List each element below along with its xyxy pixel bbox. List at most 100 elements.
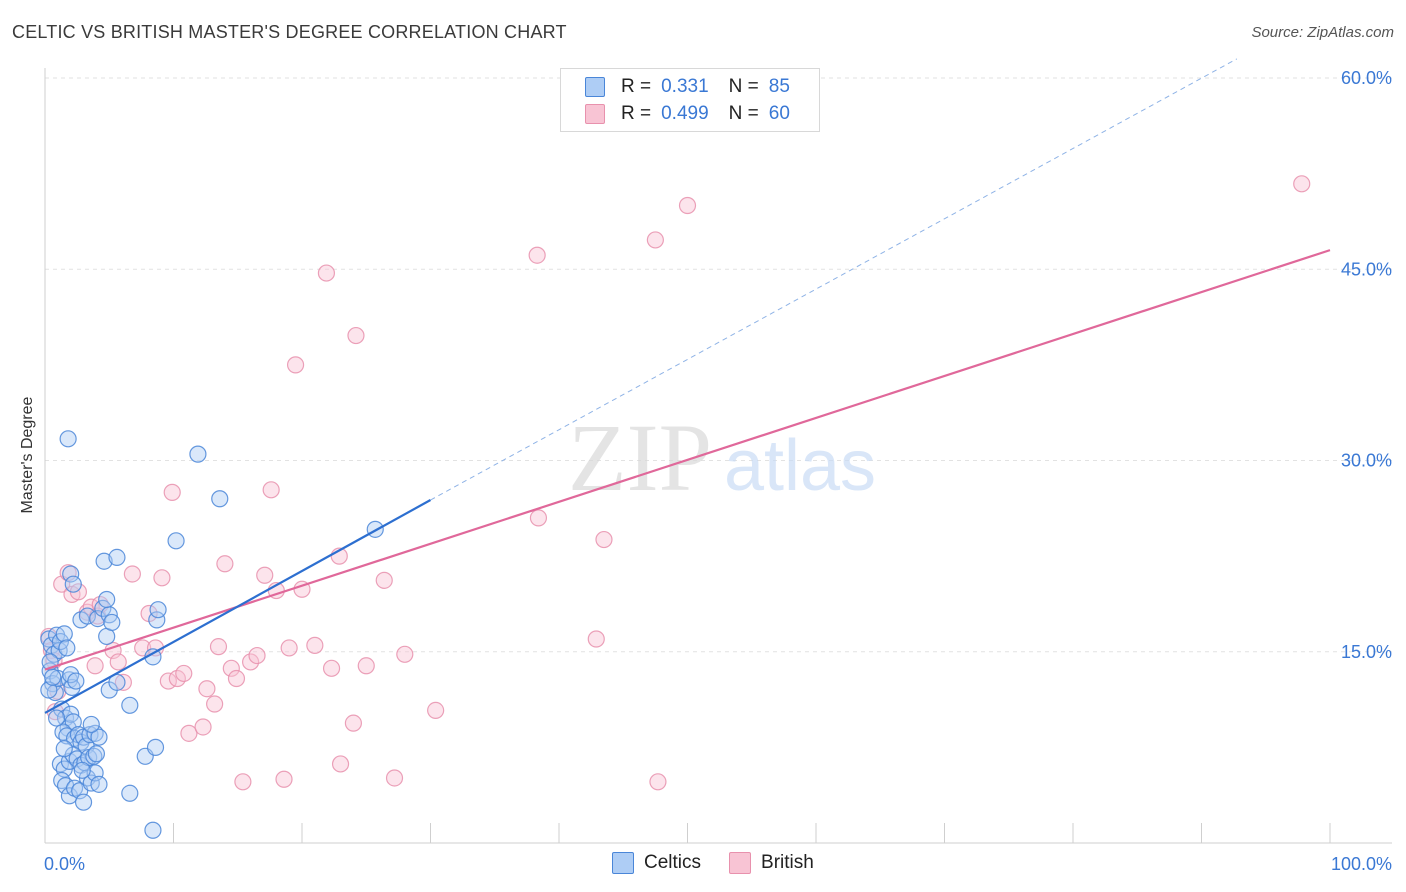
british-point: [529, 509, 548, 527]
celtics-point: [121, 696, 139, 714]
british-point: [194, 718, 212, 736]
celtics-point: [82, 715, 100, 734]
axes: [44, 68, 1392, 844]
y-tick-label: 45.0%: [1341, 259, 1392, 279]
legend-item-british[interactable]: British: [729, 852, 814, 874]
r-label: R =: [621, 103, 652, 124]
british-point: [256, 566, 274, 584]
british-trendline: [44, 249, 1331, 671]
celtics-point: [95, 552, 113, 570]
x-tick-label: 100.0%: [1331, 854, 1392, 874]
celtics-point: [87, 745, 106, 763]
celtics-trendline: [44, 499, 432, 714]
british-point: [262, 481, 280, 499]
chart-source: Source: ZipAtlas.com: [1251, 24, 1394, 41]
british-point: [344, 714, 362, 732]
british-legend-label: British: [761, 852, 814, 873]
celtics-r-value: 0.331: [661, 76, 709, 97]
legend-row-british: R = 0.499 N = 60: [585, 102, 790, 126]
celtics-point: [94, 599, 112, 618]
y-tick-label: 60.0%: [1341, 68, 1392, 88]
british-point: [222, 659, 240, 677]
watermark-zip: ZIP: [568, 404, 712, 511]
y-tick-label: 30.0%: [1341, 451, 1392, 471]
watermark-atlas: atlas: [724, 426, 876, 506]
british-point: [180, 724, 198, 742]
british-point: [216, 555, 234, 573]
british-point: [175, 664, 193, 683]
british-point: [678, 196, 697, 215]
celtics-point: [85, 747, 103, 765]
british-point: [209, 638, 228, 656]
british-point: [587, 630, 605, 648]
celtics-point: [40, 681, 58, 699]
british-point: [234, 773, 252, 791]
watermark: ZIP atlas: [568, 404, 876, 511]
celtics-point: [144, 821, 162, 839]
british-point: [227, 669, 246, 688]
celtics-point: [55, 740, 73, 758]
celtics-point: [98, 590, 116, 609]
trendlines: [44, 58, 1331, 714]
british-point: [198, 680, 216, 698]
british-point: [357, 657, 375, 675]
celtics-point: [64, 713, 82, 731]
celtics-point: [108, 548, 126, 567]
celtics-point: [62, 565, 80, 583]
british-point: [1293, 175, 1311, 193]
celtics-legend-label: Celtics: [644, 852, 702, 873]
british-point: [163, 483, 181, 501]
n-label: N =: [728, 76, 759, 97]
celtics-point: [47, 709, 66, 727]
n-label: N =: [728, 103, 759, 124]
celtics-point: [73, 761, 91, 779]
british-point: [109, 653, 127, 671]
celtics-point: [149, 601, 167, 619]
british-point: [385, 769, 404, 787]
british-point: [375, 571, 393, 589]
legend-item-celtics[interactable]: Celtics: [612, 852, 701, 874]
correlation-legend: R = 0.331 N = 85 R = 0.499 N = 60: [560, 68, 820, 132]
celtics-swatch: [585, 77, 605, 97]
british-legend-swatch: [729, 852, 752, 874]
celtics-point: [64, 575, 82, 593]
celtics-point: [211, 490, 229, 508]
british-point: [322, 659, 341, 677]
celtics-n-value: 85: [768, 76, 790, 97]
r-label: R =: [621, 76, 652, 97]
series-legend: Celtics British: [612, 852, 842, 874]
british-point: [595, 530, 613, 549]
chart-title: CELTIC VS BRITISH MASTER'S DEGREE CORREL…: [12, 22, 567, 42]
celtics-point: [59, 430, 77, 448]
british-swatch: [585, 104, 605, 124]
british-point: [206, 695, 224, 713]
celtics-point: [55, 625, 73, 643]
celtics-point: [78, 607, 97, 625]
british-r-value: 0.499: [661, 103, 709, 124]
british-point: [275, 770, 293, 788]
british-point: [306, 636, 324, 654]
celtics-point: [58, 639, 76, 657]
celtics-point: [146, 738, 165, 756]
celtics-point: [189, 445, 207, 463]
british-point: [286, 356, 305, 374]
gridlines: [45, 77, 1392, 653]
british-point: [123, 565, 141, 583]
british-point: [242, 653, 260, 671]
british-point: [280, 639, 298, 657]
british-point: [153, 569, 171, 587]
british-point: [427, 701, 445, 720]
celtics-point: [67, 672, 85, 690]
british-point: [86, 657, 104, 675]
legend-row-celtics: R = 0.331 N = 85: [585, 75, 790, 99]
y-axis-label: Master's Degree: [19, 396, 36, 514]
british-point: [528, 246, 546, 264]
celtics-point: [90, 775, 108, 793]
british-point: [248, 646, 266, 665]
british-point: [396, 645, 414, 663]
celtics-trendline-extension: [430, 58, 1238, 501]
british-point: [649, 773, 667, 791]
british-point: [347, 326, 365, 345]
celtics-point: [44, 668, 62, 686]
